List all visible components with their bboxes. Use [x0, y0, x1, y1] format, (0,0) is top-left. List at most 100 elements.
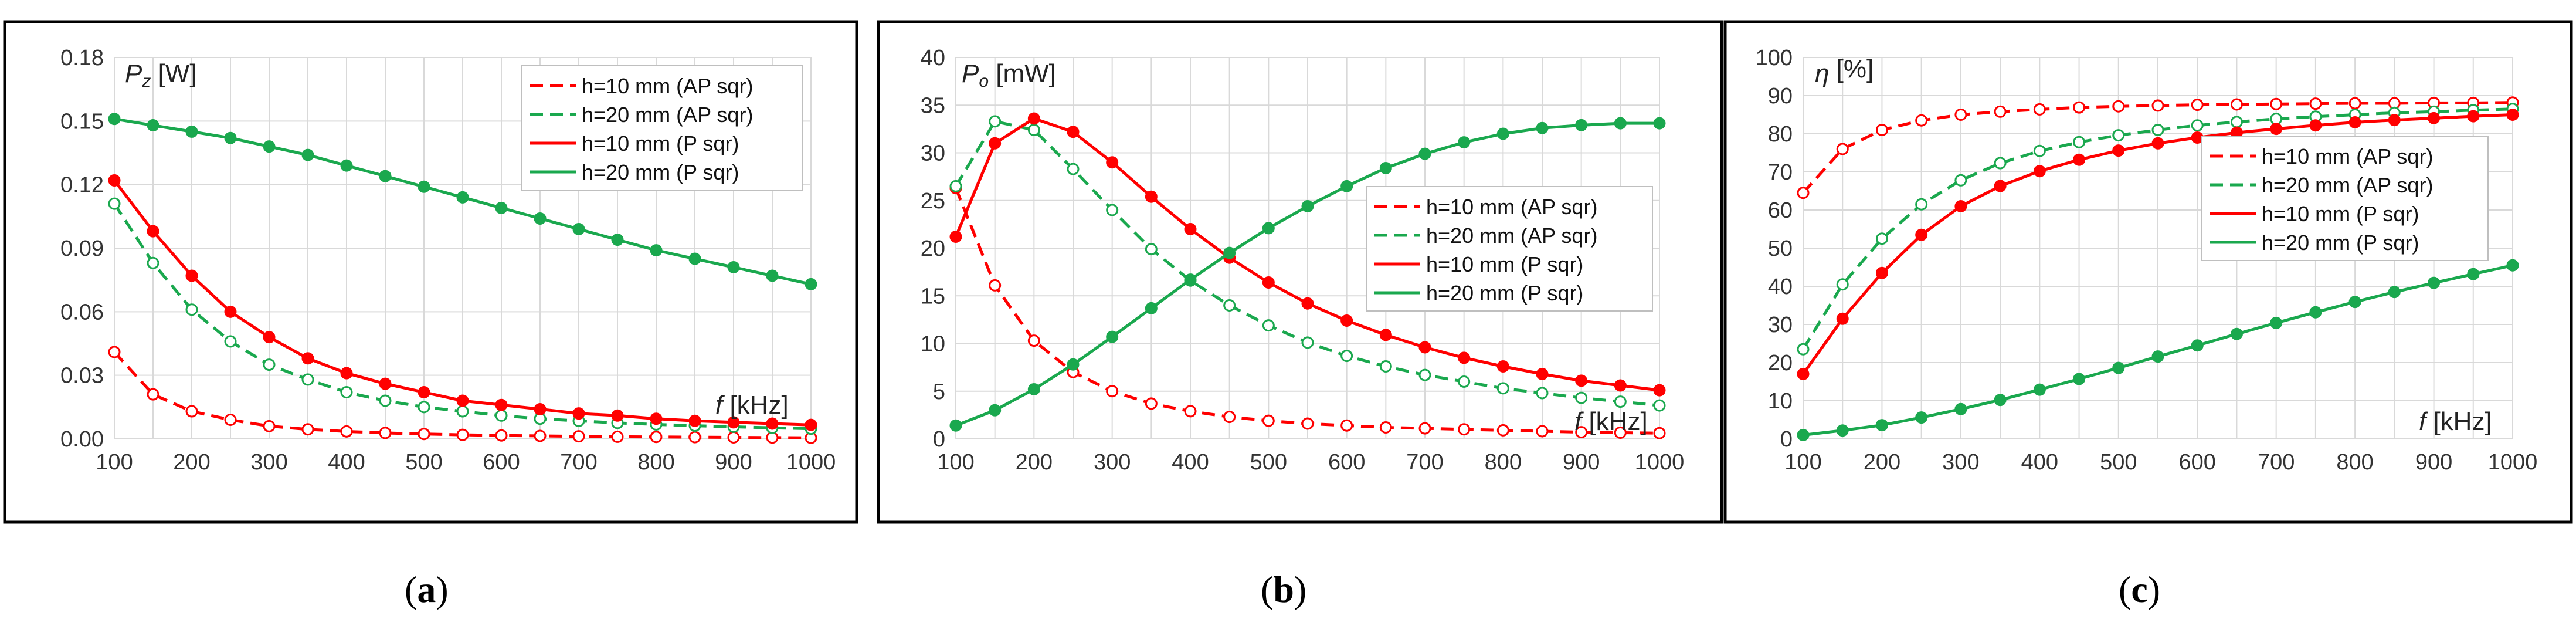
data-point	[805, 278, 817, 290]
legend-label: h=20 mm (AP sqr)	[1426, 224, 1597, 248]
x-tick-label: 900	[2415, 450, 2452, 475]
data-point	[2073, 136, 2086, 148]
data-point	[1915, 228, 1928, 241]
x-axis-label: f [kHz]	[1574, 407, 1648, 436]
data-point	[1106, 156, 1119, 169]
data-point	[1106, 330, 1119, 343]
data-point	[2270, 123, 2283, 136]
data-point	[2309, 97, 2322, 110]
data-point	[2270, 97, 2283, 110]
x-tick-label: 1000	[2488, 450, 2538, 475]
data-point	[2348, 97, 2361, 110]
y-tick-label: 25	[921, 189, 945, 214]
legend-label: h=20 mm (AP sqr)	[2262, 173, 2433, 197]
x-tick-label: 300	[250, 450, 287, 475]
y-tick-label: 30	[921, 141, 945, 166]
data-point	[1184, 223, 1197, 235]
y-tick-label: 0.18	[60, 46, 104, 70]
data-point	[185, 269, 198, 282]
data-point	[2151, 124, 2164, 136]
data-point	[301, 423, 314, 436]
data-point	[1458, 136, 1471, 149]
data-point	[301, 352, 314, 365]
data-point	[534, 212, 547, 225]
y-tick-label: 0.06	[60, 300, 104, 324]
data-point	[1262, 276, 1275, 289]
data-point	[340, 367, 353, 380]
y-tick-label: 10	[1768, 389, 1793, 414]
x-tick-label: 1000	[1635, 450, 1685, 475]
chart-panel-a: 0.00 0.03 0.06 0.09 0.12 0.15 0.18 100 200 300 40…	[3, 20, 858, 524]
x-tick-label: 700	[1406, 450, 1443, 475]
x-tick-label: 500	[405, 450, 442, 475]
data-point	[2151, 137, 2164, 150]
data-point	[1797, 368, 1810, 380]
data-point	[572, 430, 585, 443]
data-point	[1145, 397, 1158, 410]
data-point	[2230, 116, 2243, 128]
x-tick-label: 1000	[786, 450, 836, 475]
data-point	[1223, 299, 1236, 312]
data-point	[1575, 391, 1588, 404]
data-point	[1653, 117, 1666, 130]
data-point	[1915, 411, 1928, 424]
x-tick-label: 100	[96, 450, 133, 475]
data-point	[650, 431, 663, 444]
data-point	[1301, 336, 1314, 349]
data-point	[1340, 350, 1353, 363]
x-tick-label: 900	[1563, 450, 1600, 475]
panel-label-b: (b)	[1261, 569, 1307, 610]
data-point	[1836, 312, 1849, 325]
data-point	[1875, 419, 1888, 432]
data-point	[650, 244, 663, 257]
y-tick-label: 100	[1756, 46, 1793, 70]
data-point	[379, 427, 392, 439]
data-point	[1458, 351, 1471, 364]
legend-label: h=10 mm (AP sqr)	[582, 74, 753, 98]
x-tick-label: 200	[1864, 450, 1900, 475]
data-point	[224, 305, 237, 318]
data-point	[2033, 165, 2046, 178]
data-point	[534, 402, 547, 415]
data-point	[456, 428, 469, 441]
data-point	[2112, 100, 2125, 113]
x-tick-label: 400	[1172, 450, 1209, 475]
data-point	[147, 225, 159, 238]
data-point	[1653, 399, 1666, 412]
x-tick-label: 100	[1784, 450, 1821, 475]
data-point	[1301, 200, 1314, 212]
data-point	[1875, 266, 1888, 279]
x-tick-label: 600	[1328, 450, 1365, 475]
x-tick-label: 700	[560, 450, 597, 475]
data-point	[495, 201, 508, 214]
data-point	[1184, 273, 1197, 286]
y-tick-label: 80	[1768, 122, 1793, 147]
data-point	[1262, 414, 1275, 427]
data-point	[2151, 99, 2164, 112]
data-point	[1536, 425, 1549, 438]
data-point	[418, 386, 430, 399]
legend-box	[1366, 186, 1653, 312]
data-point	[2191, 119, 2204, 132]
x-tick-label: 200	[173, 450, 210, 475]
data-point	[301, 373, 314, 386]
data-point	[379, 377, 392, 390]
legend: h=10 mm (AP sqr) h=20 mm (AP sqr) h=10 mm …	[521, 65, 803, 191]
legend-label: h=10 mm (P sqr)	[1426, 252, 1583, 276]
legend-box	[2201, 136, 2489, 261]
data-point	[1614, 395, 1627, 408]
legend-label: h=10 mm (AP sqr)	[1426, 195, 1597, 219]
data-point	[1797, 429, 1810, 441]
y-tick-label: 20	[1768, 351, 1793, 375]
data-point	[1027, 383, 1040, 395]
data-point	[611, 234, 624, 246]
data-point	[1106, 204, 1119, 216]
data-point	[1027, 112, 1040, 125]
data-point	[224, 131, 237, 144]
y-tick-label: 0.00	[60, 427, 104, 452]
data-point	[1614, 379, 1627, 392]
data-point	[1653, 427, 1666, 439]
x-tick-label: 800	[637, 450, 674, 475]
data-point	[1614, 426, 1627, 439]
data-point	[1954, 402, 1967, 415]
